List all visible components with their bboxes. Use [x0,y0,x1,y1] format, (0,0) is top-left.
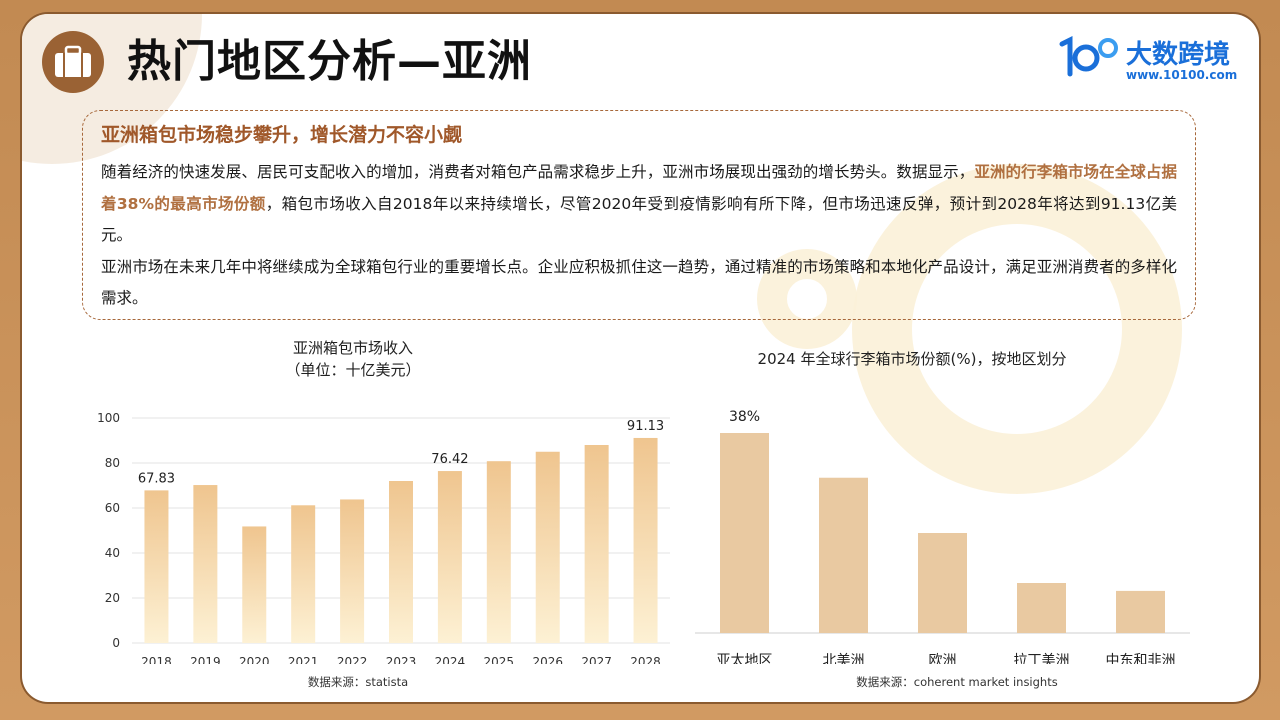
bar [1116,590,1165,633]
data-label: 76.42 [431,452,468,467]
bar [291,505,316,643]
x-tick-label: 2026 [532,655,563,664]
data-label: 91.13 [627,419,664,434]
y-tick-label: 20 [105,591,120,605]
bar [486,461,511,643]
x-tick-label: 2028 [630,655,661,664]
x-tick-label: 2022 [337,655,368,664]
share-chart-source: 数据来源：coherent market insights [856,675,1058,689]
y-tick-label: 100 [97,411,120,425]
bar [437,471,462,643]
intro-box: 亚洲箱包市场稳步攀升，增长潜力不容小觑 随着经济的快速发展、居民可支配收入的增加… [82,110,1196,320]
revenue-chart-title: 亚洲箱包市场收入 （单位：十亿美元） [208,337,498,381]
x-tick-label: 2020 [239,655,270,664]
bar [720,433,769,633]
bar [193,485,218,643]
x-tick-label: 2019 [190,655,221,664]
bar [819,477,868,633]
intro-p1-end: ，箱包市场收入自2018年以来持续增长，尽管2020年受到疫情影响有所下降，但市… [101,194,1177,245]
briefcase-icon [42,31,104,93]
data-label: 38% [729,409,760,425]
logo-mark-icon [1059,35,1118,77]
x-tick-label: 2018 [141,655,172,664]
intro-paragraph-1: 随着经济的快速发展、居民可支配收入的增加，消费者对箱包产品需求稳步上升，亚洲市场… [101,157,1177,252]
y-tick-label: 0 [112,636,120,650]
x-tick-label: 北美洲 [823,653,865,664]
slide: 热门地区分析—亚洲 大数跨境 www.10100.com 亚洲箱包市场稳步攀升，… [22,14,1259,702]
x-tick-label: 欧洲 [929,653,957,664]
bar [340,499,365,643]
revenue-chart-subtitle: （单位：十亿美元） [285,361,421,379]
bar [584,445,609,643]
y-tick-label: 60 [105,501,120,515]
x-tick-label: 2023 [386,655,417,664]
share-chart: 亚太地区 38% 北美洲 欧洲 拉丁美洲 中东和非洲 [695,409,1190,664]
bar [918,533,967,633]
x-tick-label: 2024 [435,655,466,664]
x-tick-label: 2021 [288,655,319,664]
bar [242,526,267,643]
bar [389,481,413,643]
share-chart-title: 2024 年全球行李箱市场份额(%)，按地区划分 [757,350,1067,368]
logo-text: 大数跨境 [1126,40,1231,70]
revenue-chart-title-line: 亚洲箱包市场收入 [292,339,413,357]
brand-logo[interactable]: 大数跨境 www.10100.com [1056,34,1246,84]
x-tick-label: 中东和非洲 [1106,653,1176,664]
x-tick-label: 2027 [581,655,612,664]
intro-paragraph-2: 亚洲市场在未来几年中将继续成为全球箱包行业的重要增长点。企业应积极抓住这一趋势，… [101,257,1177,308]
page-title: 热门地区分析—亚洲 [127,36,532,87]
intro-p1-start: 随着经济的快速发展、居民可支配收入的增加，消费者对箱包产品需求稳步上升，亚洲市场… [101,163,975,181]
x-tick-label: 亚太地区 [717,653,773,664]
intro-heading: 亚洲箱包市场稳步攀升，增长潜力不容小觑 [101,124,463,146]
bar [144,490,169,643]
data-label: 67.83 [138,471,175,486]
intro-highlight: 亚洲的行李箱市场在全球占据着38%的最高市场份额 [101,163,1177,213]
bar [535,451,560,643]
bar [633,437,658,643]
y-tick-label: 40 [105,546,120,560]
x-tick-label: 2025 [484,655,515,664]
revenue-chart: 0 20 40 60 80 100 2018 67.83 2019 2020 2021 2022 202… [97,411,670,664]
bar [1017,583,1066,633]
logo-url[interactable]: www.10100.com [1126,68,1238,82]
y-tick-label: 80 [105,456,120,470]
x-tick-label: 拉丁美洲 [1014,653,1070,664]
revenue-chart-source: 数据来源：statista [307,675,409,689]
